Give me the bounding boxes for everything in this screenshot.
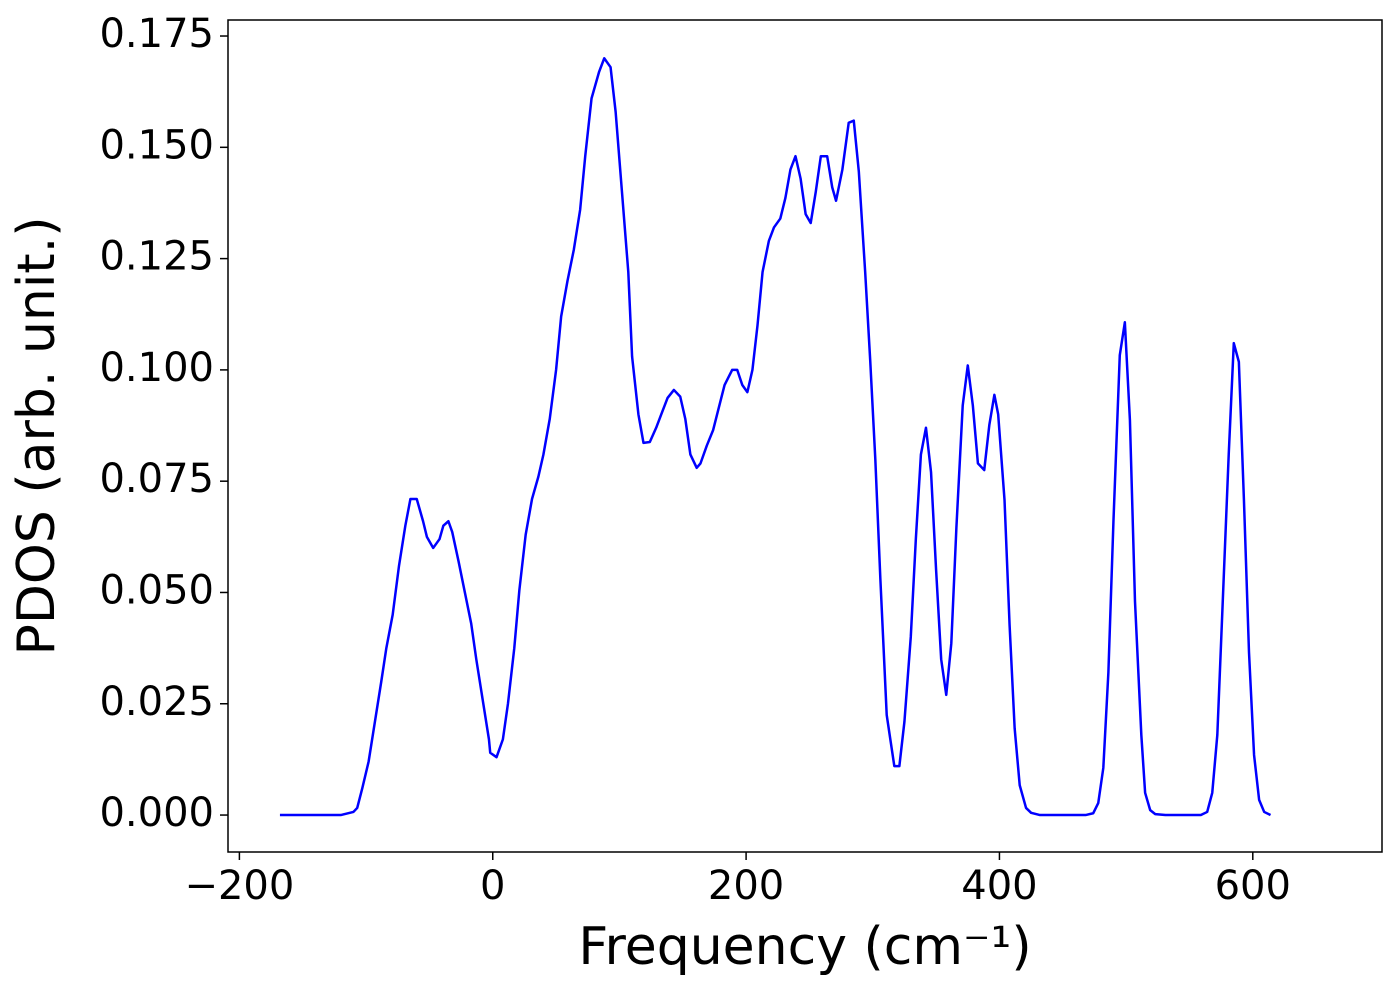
x-tick-label: −200 [184,863,294,909]
y-tick-label: 0.175 [99,11,214,57]
x-tick-label: 0 [480,863,505,909]
x-tick-label: 400 [961,863,1037,909]
x-axis-label: Frequency (cm⁻¹) [578,917,1031,977]
plot-frame [227,19,1383,853]
y-tick-label: 0.025 [99,679,214,725]
y-tick-label: 0.150 [99,122,214,168]
y-axis-label: PDOS (arb. unit.) [7,216,67,655]
x-tick-label: 600 [1215,863,1291,909]
y-tick-label: 0.100 [99,345,214,391]
x-tick-label: 200 [708,863,784,909]
y-tick-label: 0.075 [99,456,214,502]
y-tick-label: 0.000 [99,790,214,836]
line-series [279,57,1272,817]
y-tick-label: 0.125 [99,234,214,280]
y-tick-label: 0.050 [99,567,214,613]
